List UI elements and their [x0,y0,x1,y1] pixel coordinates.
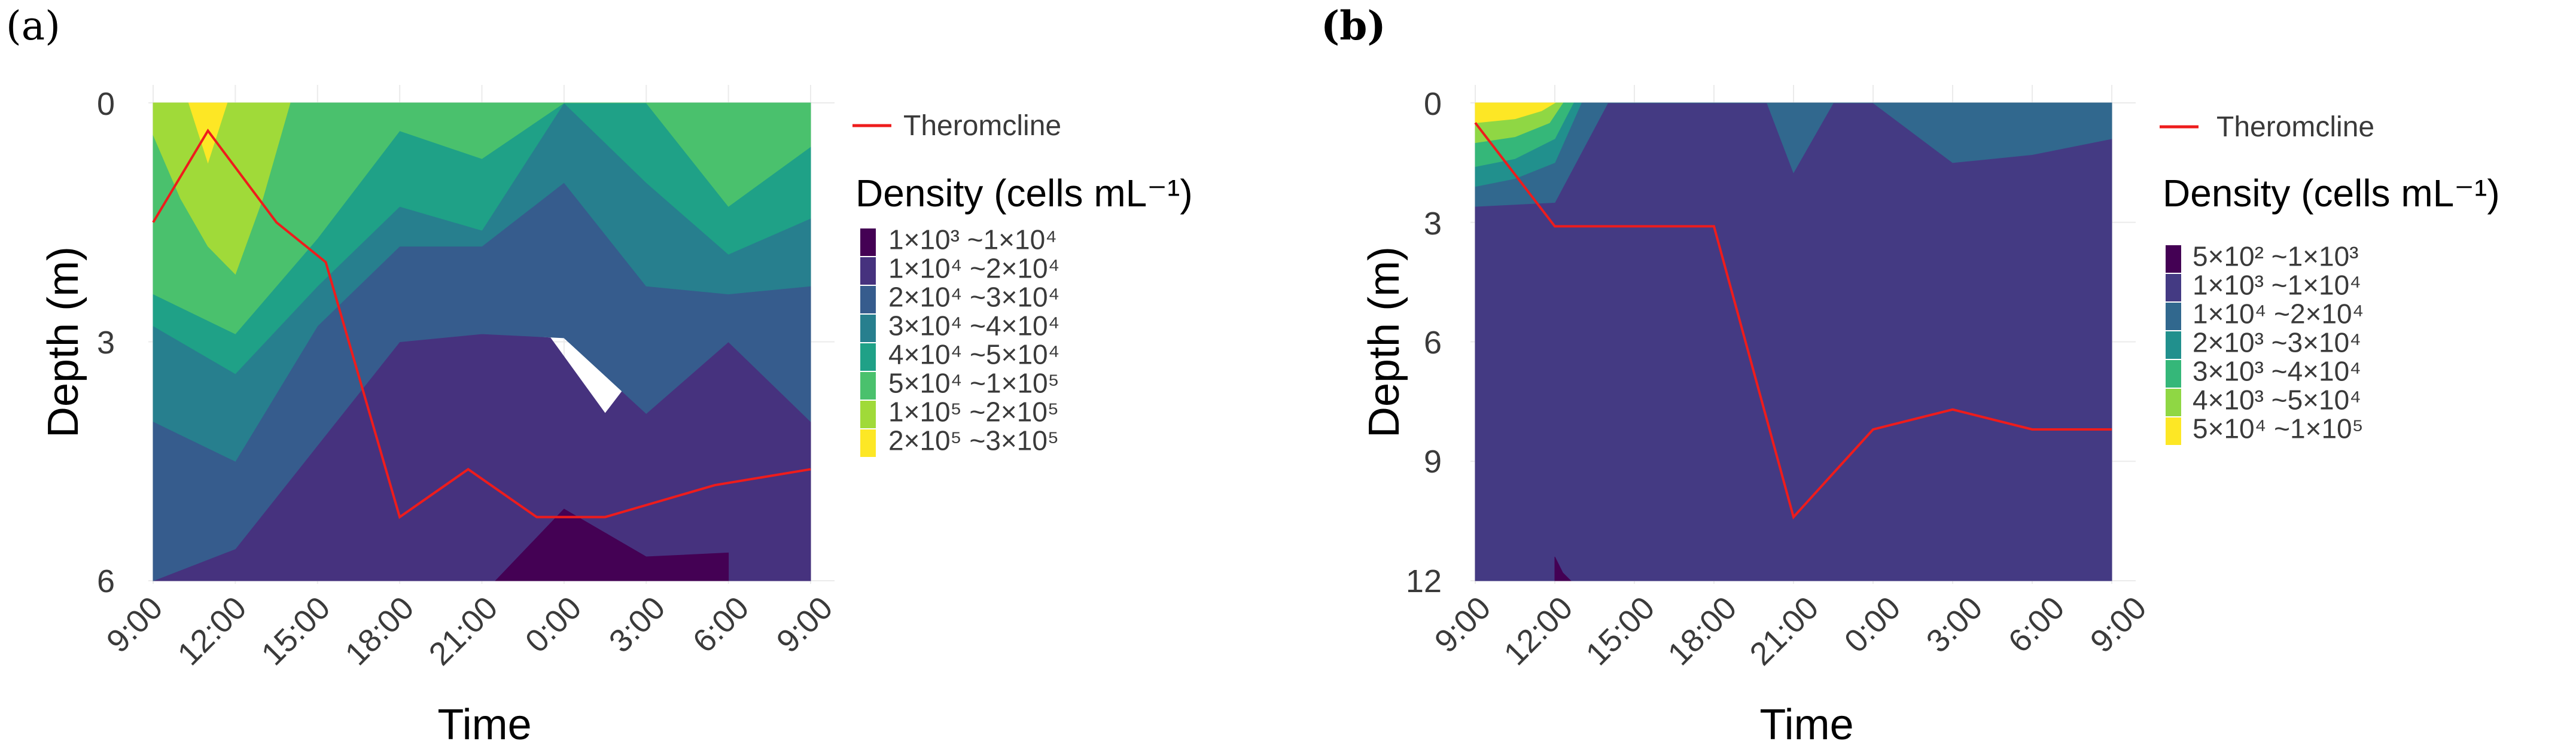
panel-a-y-axis-title: Depth (m) [39,246,87,438]
panel-a-band-5-level-5 [153,102,811,334]
panel-b-legend-swatch-3 [2166,331,2181,359]
panel-b-x-tick-0: 9:00 [1428,590,1498,660]
panel-b-thermocline-line [1474,122,2112,520]
panel-b-legend-swatch-4 [2166,360,2181,388]
panel-b-thermocline-legend-label: Theromcline [2216,111,2374,143]
panel-b-legend-label-5: 4×10³ ~5×10⁴ [2193,385,2361,416]
panel-b-label: (b) [1321,2,1386,49]
panel-b-x-tick-4: 21:00 [1743,590,1826,672]
panel-b-x-tick-7: 6:00 [2002,590,2072,660]
panel-a-legend-swatch-5 [860,372,876,400]
panel-b-x-tick-3: 18:00 [1661,590,1744,672]
panel-b-contour-bands [1475,102,2112,581]
panel-a-x-tick-7: 6:00 [686,590,756,660]
panel-a-legend-swatch-6 [860,401,876,428]
panel-b-band-6-level-0 [1554,556,1572,581]
panel-a-x-tick-3: 18:00 [339,590,421,672]
panel-a-legend-swatch-3 [860,315,876,342]
panel-a-x-tick-2: 15:00 [255,590,337,672]
panel-b-x-tick-6: 3:00 [1920,590,1990,660]
panel-b-x-tick-5: 0:00 [1838,590,1908,660]
panel-b-y-tick-6: 6 [1424,325,1442,361]
panel-b-band-1-level-2 [1475,102,2112,207]
panel-b: (b) 0 3 6 9 12 9:00 12:00 15:00 18:00 21… [1321,2,2500,749]
panel-a-legend-swatch-2 [860,286,876,313]
panel-a-legend-label-5: 5×10⁴ ~1×10⁵ [888,368,1059,399]
panel-b-y-tick-0: 0 [1424,86,1442,122]
panel-b-legend-title: Density (cells mL⁻¹) [2163,172,2500,215]
panel-a-legend-swatch-0 [860,228,876,256]
panel-b-legend-swatch-6 [2166,417,2181,445]
panel-a-legend-label-7: 2×10⁵ ~3×10⁵ [888,425,1059,456]
panel-a-legend-label-2: 2×10⁴ ~3×10⁴ [888,282,1059,313]
panel-b-legend-swatch-5 [2166,389,2181,416]
panel-b-y-tick-9: 9 [1424,444,1442,480]
panel-b-legend-label-2: 1×10⁴ ~2×10⁴ [2193,298,2364,330]
panel-b-band-0-level-1 [1475,102,2112,581]
panel-a-x-axis-title: Time [437,701,531,749]
panel-a-y-tick-0: 0 [97,86,115,122]
panel-a: (a) 0 3 6 9:00 12:00 15:00 18:00 21:00 0… [6,3,1193,749]
panel-a-legend-title: Density (cells mL⁻¹) [855,172,1193,215]
panel-a-legend-swatch-7 [860,429,876,457]
panel-a-x-tick-4: 21:00 [422,590,505,672]
panel-a-x-tick-6: 3:00 [602,590,672,660]
panel-a-y-tick-3: 3 [97,325,115,361]
panel-b-y-axis-title: Depth (m) [1360,246,1408,438]
panel-b-band-5-level-6 [1475,102,1556,123]
panel-a-legend-label-6: 1×10⁵ ~2×10⁵ [888,397,1059,428]
panel-b-x-tick-2: 15:00 [1579,590,1662,672]
panel-a-x-tick-0: 9:00 [100,590,170,660]
panel-b-x-tick-1: 12:00 [1497,590,1580,672]
panel-a-x-tick-1: 12:00 [171,590,254,672]
panel-b-legend-swatch-1 [2166,274,2181,301]
panel-a-legend-swatch-1 [860,257,876,285]
panel-a-contour-bands [153,102,811,581]
panel-b-y-tick-3: 3 [1424,206,1442,242]
panel-a-legend-label-4: 4×10⁴ ~5×10⁴ [888,339,1059,370]
panel-b-y-tick-12: 12 [1406,563,1442,599]
panel-b-legend-swatch-0 [2166,245,2181,273]
panel-b-legend-label-3: 2×10³ ~3×10⁴ [2193,327,2361,358]
panel-b-legend-label-1: 1×10³ ~1×10⁴ [2193,270,2361,301]
panel-a-y-tick-6: 6 [97,563,115,599]
panel-b-legend-label-6: 5×10⁴ ~1×10⁵ [2193,413,2364,444]
panel-b-legend-label-0: 5×10² ~1×10³ [2193,241,2359,272]
panel-a-legend-swatch-4 [860,343,876,371]
panel-a-label: (a) [6,3,60,49]
panel-a-legend-label-3: 3×10⁴ ~4×10⁴ [888,310,1059,342]
panel-a-thermocline-legend-label: Theromcline [903,110,1061,142]
panel-b-legend-swatch-2 [2166,303,2181,330]
panel-a-legend-label-1: 1×10⁴ ~2×10⁴ [888,253,1059,284]
panel-b-legend-label-4: 3×10³ ~4×10⁴ [2193,356,2361,387]
panel-a-x-tick-5: 0:00 [519,590,589,660]
panel-a-thermocline-line [152,129,811,519]
panel-b-x-tick-8: 9:00 [2084,590,2154,660]
panel-a-x-tick-8: 9:00 [770,590,840,660]
panel-b-x-axis-title: Time [1759,701,1853,749]
panel-a-legend-label-0: 1×10³ ~1×10⁴ [888,224,1057,255]
